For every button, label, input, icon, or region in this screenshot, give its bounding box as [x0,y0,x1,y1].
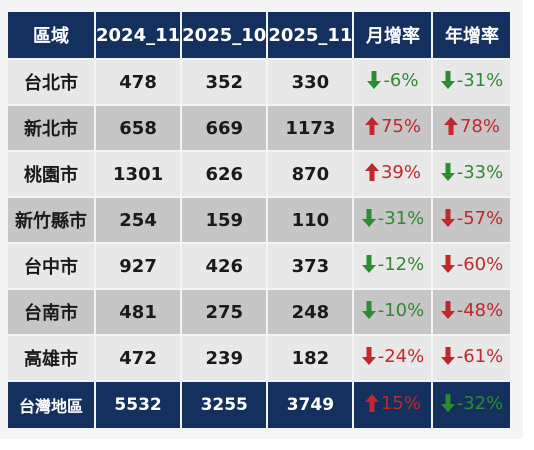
yoy-rate-cell: -31% [433,60,511,104]
table-row: 台南市 481 275 248 -10% -48% [8,290,511,334]
value-2025-10: 239 [182,336,267,380]
arrow-down-icon [361,301,376,320]
yoy-rate-cell: -61% [433,336,511,380]
yoy-rate-cell: -33% [433,152,511,196]
rate-value: 75% [380,115,421,137]
value-2025-10: 669 [182,106,267,150]
value-2025-11: 182 [268,336,353,380]
arrow-down-icon [440,347,455,366]
rate-value: -31% [456,69,504,91]
arrow-up-icon [443,117,458,136]
rate-value: 15% [380,392,421,414]
value-2025-11: 870 [268,152,353,196]
value-2024-11: 5532 [96,382,181,428]
header-2024-11: 2024_11 [96,12,181,58]
rate-value: -33% [456,161,504,183]
table-frame: 區域 2024_11 2025_10 2025_11 月增率 年增率 台北市 47… [0,0,523,439]
rate-value: -12% [377,253,425,275]
value-2024-11: 1301 [96,152,181,196]
arrow-down-icon [440,255,455,274]
value-2025-11: 1173 [268,106,353,150]
table-row: 台中市 927 426 373 -12% -60% [8,244,511,288]
mom-rate-cell: -12% [354,244,432,288]
arrow-down-icon [361,347,376,366]
rate-value: -6% [383,69,419,91]
yoy-rate-cell: -60% [433,244,511,288]
region-cell: 台北市 [8,60,94,104]
total-row: 台灣地區 5532 3255 3749 15% -32% [8,382,511,428]
value-2025-11: 248 [268,290,353,334]
arrow-up-icon [364,163,379,182]
region-cell: 新竹縣市 [8,198,94,242]
rate-value: -10% [377,299,425,321]
region-cell: 桃園市 [8,152,94,196]
housing-transactions-table: 區域 2024_11 2025_10 2025_11 月增率 年增率 台北市 47… [6,10,512,430]
yoy-rate-cell: 78% [433,106,511,150]
header-mom: 月增率 [354,12,432,58]
value-2025-11: 373 [268,244,353,288]
rate-value: 39% [380,161,421,183]
arrow-up-icon [364,117,379,136]
yoy-rate-cell: -32% [433,382,511,428]
arrow-down-icon [367,71,382,90]
header-region: 區域 [8,12,94,58]
arrow-down-icon [361,255,376,274]
value-2024-11: 478 [96,60,181,104]
value-2024-11: 481 [96,290,181,334]
arrow-down-icon [440,163,455,182]
value-2025-10: 626 [182,152,267,196]
rate-value: -48% [456,299,504,321]
rate-value: 78% [459,115,500,137]
value-2025-11: 330 [268,60,353,104]
value-2025-10: 3255 [182,382,267,428]
arrow-down-icon [440,301,455,320]
mom-rate-cell: -24% [354,336,432,380]
value-2025-11: 110 [268,198,353,242]
value-2025-11: 3749 [268,382,353,428]
region-cell: 台中市 [8,244,94,288]
table-row: 桃園市 1301 626 870 39% -33% [8,152,511,196]
arrow-down-icon [440,71,455,90]
mom-rate-cell: 39% [354,152,432,196]
value-2025-10: 426 [182,244,267,288]
table-header-row: 區域 2024_11 2025_10 2025_11 月增率 年增率 [8,12,511,58]
region-cell: 新北市 [8,106,94,150]
arrow-down-icon [440,394,455,413]
value-2025-10: 352 [182,60,267,104]
table-row: 新北市 658 669 1173 75% 78% [8,106,511,150]
table-row: 新竹縣市 254 159 110 -31% -57% [8,198,511,242]
mom-rate-cell: -6% [354,60,432,104]
mom-rate-cell: -10% [354,290,432,334]
value-2024-11: 658 [96,106,181,150]
region-cell: 高雄市 [8,336,94,380]
value-2025-10: 275 [182,290,267,334]
header-2025-10: 2025_10 [182,12,267,58]
region-cell: 台灣地區 [8,382,94,428]
region-cell: 台南市 [8,290,94,334]
rate-value: -60% [456,253,504,275]
rate-value: -32% [456,392,504,414]
arrow-up-icon [364,394,379,413]
mom-rate-cell: 15% [354,382,432,428]
table-row: 高雄市 472 239 182 -24% -61% [8,336,511,380]
mom-rate-cell: 75% [354,106,432,150]
yoy-rate-cell: -57% [433,198,511,242]
header-yoy: 年增率 [433,12,511,58]
rate-value: -57% [456,207,504,229]
arrow-down-icon [361,209,376,228]
value-2024-11: 472 [96,336,181,380]
yoy-rate-cell: -48% [433,290,511,334]
header-2025-11: 2025_11 [268,12,353,58]
value-2025-10: 159 [182,198,267,242]
arrow-down-icon [440,209,455,228]
value-2024-11: 254 [96,198,181,242]
mom-rate-cell: -31% [354,198,432,242]
value-2024-11: 927 [96,244,181,288]
rate-value: -24% [377,345,425,367]
rate-value: -31% [377,207,425,229]
table-row: 台北市 478 352 330 -6% -31% [8,60,511,104]
rate-value: -61% [456,345,504,367]
